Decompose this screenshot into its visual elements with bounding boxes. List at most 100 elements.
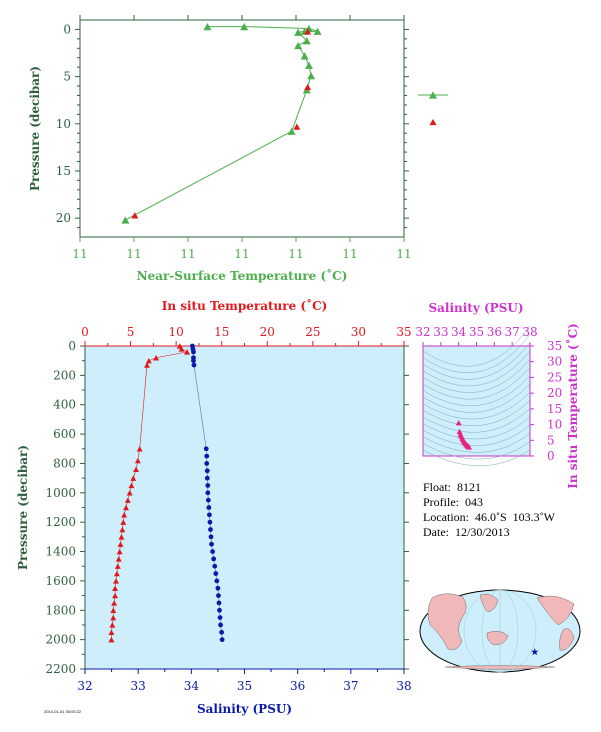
salinity-point <box>205 490 211 496</box>
near-surface-point <box>240 23 249 31</box>
pressure-tick-label: 800 <box>53 456 76 470</box>
near-surface-point <box>304 61 313 69</box>
pressure-tick-label: 600 <box>53 427 76 441</box>
pressure-tick-label: 400 <box>53 398 76 412</box>
in-situ-point <box>131 212 139 219</box>
float-location-map <box>419 589 581 673</box>
density-contour <box>422 383 531 413</box>
ts-salinity-tick-label: 33 <box>433 325 448 339</box>
y-tick-label: 10 <box>56 117 71 131</box>
temperature-point <box>108 629 115 635</box>
map-landmass <box>559 628 575 651</box>
credit-text: 2014-01-01 05:00:22 <box>44 709 82 714</box>
ts-point <box>466 444 473 450</box>
density-contour <box>422 334 531 373</box>
ts-salinity-tick-label: 32 <box>415 325 430 339</box>
y-tick-label: 20 <box>56 211 71 225</box>
salinity-point <box>204 475 210 481</box>
temp-tick-label: 10 <box>169 325 184 339</box>
salinity-point <box>206 505 212 510</box>
pressure-tick-label: 0 <box>68 339 76 353</box>
y-axis-title: Pressure (decibar) <box>28 66 42 191</box>
salinity-point <box>208 527 213 532</box>
density-contour <box>422 350 531 387</box>
salinity-point <box>191 358 196 364</box>
x-tick-label: 11 <box>396 247 411 261</box>
ts-temp-title: In situ Temperature (˚C) <box>565 323 580 489</box>
temperature-point <box>108 636 115 643</box>
temperature-point <box>115 556 122 562</box>
temperature-point <box>133 466 140 473</box>
ts-temp-tick-label: 15 <box>547 402 562 416</box>
salinity-tick-label: 34 <box>184 679 200 693</box>
ts-temp-tick-label: 25 <box>547 370 562 384</box>
temperature-point <box>110 607 117 613</box>
in-situ-point <box>304 83 312 91</box>
salinity-point <box>213 571 219 576</box>
temperature-point <box>118 534 125 540</box>
density-contour <box>422 400 531 426</box>
near-surface-point <box>287 127 296 135</box>
salinity-tick-label: 36 <box>290 679 305 693</box>
ts-plot-frame <box>422 345 531 457</box>
temperature-point <box>113 570 120 577</box>
salinity-tick-label: 35 <box>237 679 252 693</box>
salinity-point <box>215 585 221 591</box>
ts-point <box>455 419 462 426</box>
x-tick-label: 11 <box>288 247 303 261</box>
density-contour <box>422 325 531 367</box>
map-landmass <box>427 593 467 650</box>
salinity-tick-label: 33 <box>131 679 146 693</box>
density-contour <box>422 433 531 453</box>
near-surface-temperature-chart: 0 5 10 15 20 11 11 11 11 11 11 11 Near-Surface Tempe… <box>28 15 448 283</box>
salinity-point <box>191 362 197 368</box>
temperature-point <box>143 362 150 368</box>
density-contour <box>422 408 531 433</box>
float-info: Float: 8121 Profile: 043 Location: 46.0˚… <box>423 480 555 540</box>
temperature-point <box>117 541 124 547</box>
temperature-point <box>136 446 143 452</box>
temperature-point <box>120 519 127 525</box>
temperature-point <box>121 512 128 518</box>
temperature-point <box>184 349 191 355</box>
density-contour <box>422 449 531 466</box>
location: Location: 46.0˚S 103.3˚W <box>423 510 555 524</box>
x-tick-label: 11 <box>234 247 249 261</box>
temp-tick-label: 35 <box>396 325 411 339</box>
salinity-point <box>219 629 225 635</box>
ts-temp-tick-label: 5 <box>547 433 555 447</box>
x-tick-label: 11 <box>126 247 141 261</box>
temp-tick-label: 25 <box>305 325 320 339</box>
pressure-tick-label: 2200 <box>45 662 76 676</box>
plot-background <box>85 346 404 669</box>
salinity-point <box>211 556 217 562</box>
salinity-point <box>207 519 213 525</box>
map-landmass <box>486 630 509 646</box>
salinity-point <box>217 607 222 613</box>
salinity-axis-title: Salinity (PSU) <box>197 702 292 716</box>
ts-salinity-tick-label: 37 <box>505 325 520 339</box>
temp-tick-label: 5 <box>127 325 135 339</box>
x-tick-label: 11 <box>342 247 357 261</box>
near-surface-point <box>203 23 212 31</box>
x-tick-label: 11 <box>72 247 87 261</box>
salinity-point <box>203 446 209 452</box>
ts-temp-tick-label: 10 <box>547 418 562 432</box>
salinity-point <box>208 534 214 540</box>
plot-frame <box>79 19 405 238</box>
salinity-point <box>216 600 222 606</box>
temperature-point <box>130 475 137 481</box>
legend-red-marker <box>429 118 437 126</box>
ts-temp-tick-label: 0 <box>547 449 555 463</box>
y-tick-label: 15 <box>56 164 71 178</box>
temperature-point <box>111 600 118 606</box>
temperature-point <box>124 497 131 503</box>
map-meridian <box>463 589 537 673</box>
y-tick-label: 0 <box>63 22 71 36</box>
ts-salinity-tick-label: 38 <box>522 325 537 339</box>
salinity-point <box>207 512 212 518</box>
salinity-point <box>204 468 210 474</box>
salinity-point <box>218 622 223 628</box>
legend-green-marker <box>429 91 437 99</box>
density-contour <box>422 416 531 440</box>
